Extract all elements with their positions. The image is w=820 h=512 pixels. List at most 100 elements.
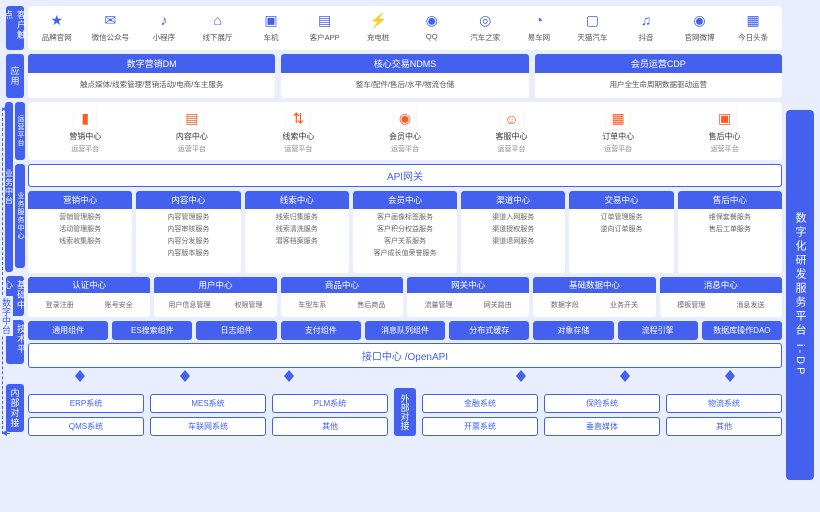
tech-chip: 日志组件: [196, 321, 276, 340]
svc-column: 售后中心维保套餐服务售后工单服务: [678, 191, 782, 273]
system-chip: 金融系统: [422, 394, 538, 413]
svc-body: 渠道入网服务渠道授权服务渠道退网服务: [461, 209, 565, 273]
ops-card: ▮营销中心运营平台: [40, 108, 130, 154]
touchpoint-icon: ▦: [743, 10, 763, 30]
base-column: 网关中心流量管理网关路由: [407, 277, 529, 317]
arrows-row: [28, 370, 782, 384]
rail-touchpoint: 客户触点: [6, 6, 24, 50]
svc-item: 逆向订单服务: [573, 224, 669, 234]
tech-platform-block: 通用组件ES搜索组件日志组件支付组件消息队列组件分布式缓存对象存储流程引擎数据库…: [28, 321, 782, 368]
api-gateway-bar: API网关: [28, 164, 782, 187]
ops-icon: ▤: [181, 108, 203, 129]
ops-icon: ⇅: [287, 108, 309, 129]
app-card: 数字营销DM触点媒体/线索管理/营销活动/电商/车主服务: [28, 54, 275, 98]
svc-item: 客户关系服务: [357, 236, 453, 246]
apps-row: 数字营销DM触点媒体/线索管理/营销活动/电商/车主服务核心交易NDMS整车/配…: [28, 54, 782, 98]
svc-head: 线索中心: [245, 191, 349, 209]
app-card: 会员运营CDP用户全生命周期数据驱动运营: [535, 54, 782, 98]
openapi-bar: 接口中心 /OpenAPI: [28, 343, 782, 368]
ops-icon: ◉: [394, 108, 416, 129]
touchpoint-icon: ▢: [582, 10, 602, 30]
svc-item: 潜客档案服务: [249, 236, 345, 246]
tech-chip: 对象存储: [533, 321, 613, 340]
svc-column: 线索中心线索归集服务线索清洗服务潜客档案服务: [245, 191, 349, 273]
touchpoint-icon: ⚡: [368, 10, 388, 30]
ops-card: ▤内容中心运营平台: [147, 108, 237, 154]
ops-sub: 运营平台: [604, 144, 632, 154]
ops-icon: ▦: [607, 108, 629, 129]
touchpoint-icon: ▤: [315, 10, 335, 30]
touchpoint-label: 充电桩: [367, 32, 390, 43]
layout-root: 客户触点 应用 业务中台 运营平台 业务服务中心 基础中心 技术平台 内部对接 …: [0, 0, 820, 512]
touchpoint-item: ▣车机: [246, 10, 296, 46]
ops-sub: 运营平台: [711, 144, 739, 154]
system-chip: MES系统: [150, 394, 266, 413]
ops-sub: 运营平台: [284, 144, 312, 154]
touchpoint-label: 官网微博: [685, 32, 715, 43]
touchpoint-label: 小程序: [153, 32, 176, 43]
svc-item: 订单管理服务: [573, 212, 669, 222]
svc-item: 渠道授权服务: [465, 224, 561, 234]
touchpoint-label: 今日头条: [738, 32, 768, 43]
ops-sub: 运营平台: [498, 144, 526, 154]
svc-head: 营销中心: [28, 191, 132, 209]
ops-sub: 运营平台: [178, 144, 206, 154]
touchpoint-item: ★品牌官网: [32, 10, 82, 46]
svc-body: 线索归集服务线索清洗服务潜客档案服务: [245, 209, 349, 273]
system-chip: 车联网系统: [150, 417, 266, 436]
touchpoint-item: ♪小程序: [139, 10, 189, 46]
base-head: 基础数据中心: [533, 277, 655, 293]
base-body: 登录注册账号安全: [28, 293, 150, 317]
touchpoint-icon: ⌂: [207, 10, 227, 30]
svc-head: 内容中心: [136, 191, 240, 209]
base-item: 账号安全: [105, 300, 133, 310]
touchpoint-item: ♫抖音: [621, 10, 671, 46]
ops-card: ☺客服中心运营平台: [467, 108, 557, 154]
svc-item: 内容管理服务: [140, 212, 236, 222]
app-body: 触点媒体/线索管理/营销活动/电商/车主服务: [28, 73, 275, 98]
svc-head: 交易中心: [569, 191, 673, 209]
rail-svc: 业务服务中心: [15, 164, 25, 268]
ops-title: 营销中心: [69, 131, 101, 142]
svc-item: 客户积分权益服务: [357, 224, 453, 234]
app-head: 数字营销DM: [28, 54, 275, 73]
svc-item: 活动管理服务: [32, 224, 128, 234]
touchpoint-label: 天猫汽车: [577, 32, 607, 43]
touchpoint-item: ◉官网微博: [675, 10, 725, 46]
ops-card: ▣售后中心运营平台: [680, 108, 770, 154]
app-body: 用户全生命周期数据驱动运营: [535, 73, 782, 98]
tech-chip: 通用组件: [28, 321, 108, 340]
ops-card: ⇅线索中心运营平台: [253, 108, 343, 154]
touchpoint-item: ◎汽车之家: [460, 10, 510, 46]
svc-column: 内容中心内容管理服务内容审核服务内容分发服务内容版本服务: [136, 191, 240, 273]
bottom-integrations: ERP系统MES系统PLM系统 QMS系统车联网系统其他 外部对接 金融系统保险…: [28, 388, 782, 436]
touchpoint-item: ✉微信公众号: [85, 10, 135, 46]
base-head: 认证中心: [28, 277, 150, 293]
touchpoints-row: ★品牌官网✉微信公众号♪小程序⌂线下展厅▣车机▤客户APP⚡充电桩◉QQ◎汽车之…: [28, 6, 782, 50]
base-item: 售后商品: [357, 300, 385, 310]
app-card: 核心交易NDMS整车/配件/售后/水平/物流仓储: [281, 54, 528, 98]
svc-item: 内容审核服务: [140, 224, 236, 234]
system-chip: 垂直媒体: [544, 417, 660, 436]
ops-card: ◉会员中心运营平台: [360, 108, 450, 154]
touchpoint-item: ▤客户APP: [300, 10, 350, 46]
touchpoint-item: ◔易车网: [514, 10, 564, 46]
svc-item: 维保套餐服务: [682, 212, 778, 222]
base-body: 流量管理网关路由: [407, 293, 529, 317]
base-body: 车型车系售后商品: [281, 293, 403, 317]
base-item: 用户信息管理: [168, 300, 210, 310]
svc-item: 营销管理服务: [32, 212, 128, 222]
touchpoint-label: 汽车之家: [470, 32, 500, 43]
base-head: 网关中心: [407, 277, 529, 293]
base-item: 模板管理: [677, 300, 705, 310]
internal-systems: ERP系统MES系统PLM系统 QMS系统车联网系统其他: [28, 388, 388, 436]
base-column: 用户中心用户信息管理权限管理: [154, 277, 276, 317]
base-head: 消息中心: [660, 277, 782, 293]
bracket-digital-midplatform: [2, 108, 10, 434]
ops-title: 售后中心: [709, 131, 741, 142]
base-item: 数据字段: [551, 300, 579, 310]
svc-body: 内容管理服务内容审核服务内容分发服务内容版本服务: [136, 209, 240, 273]
svc-column: 营销中心营销管理服务活动管理服务线索收集服务: [28, 191, 132, 273]
svc-body: 订单管理服务逆向订单服务: [569, 209, 673, 273]
touchpoint-label: 线下展厅: [202, 32, 232, 43]
